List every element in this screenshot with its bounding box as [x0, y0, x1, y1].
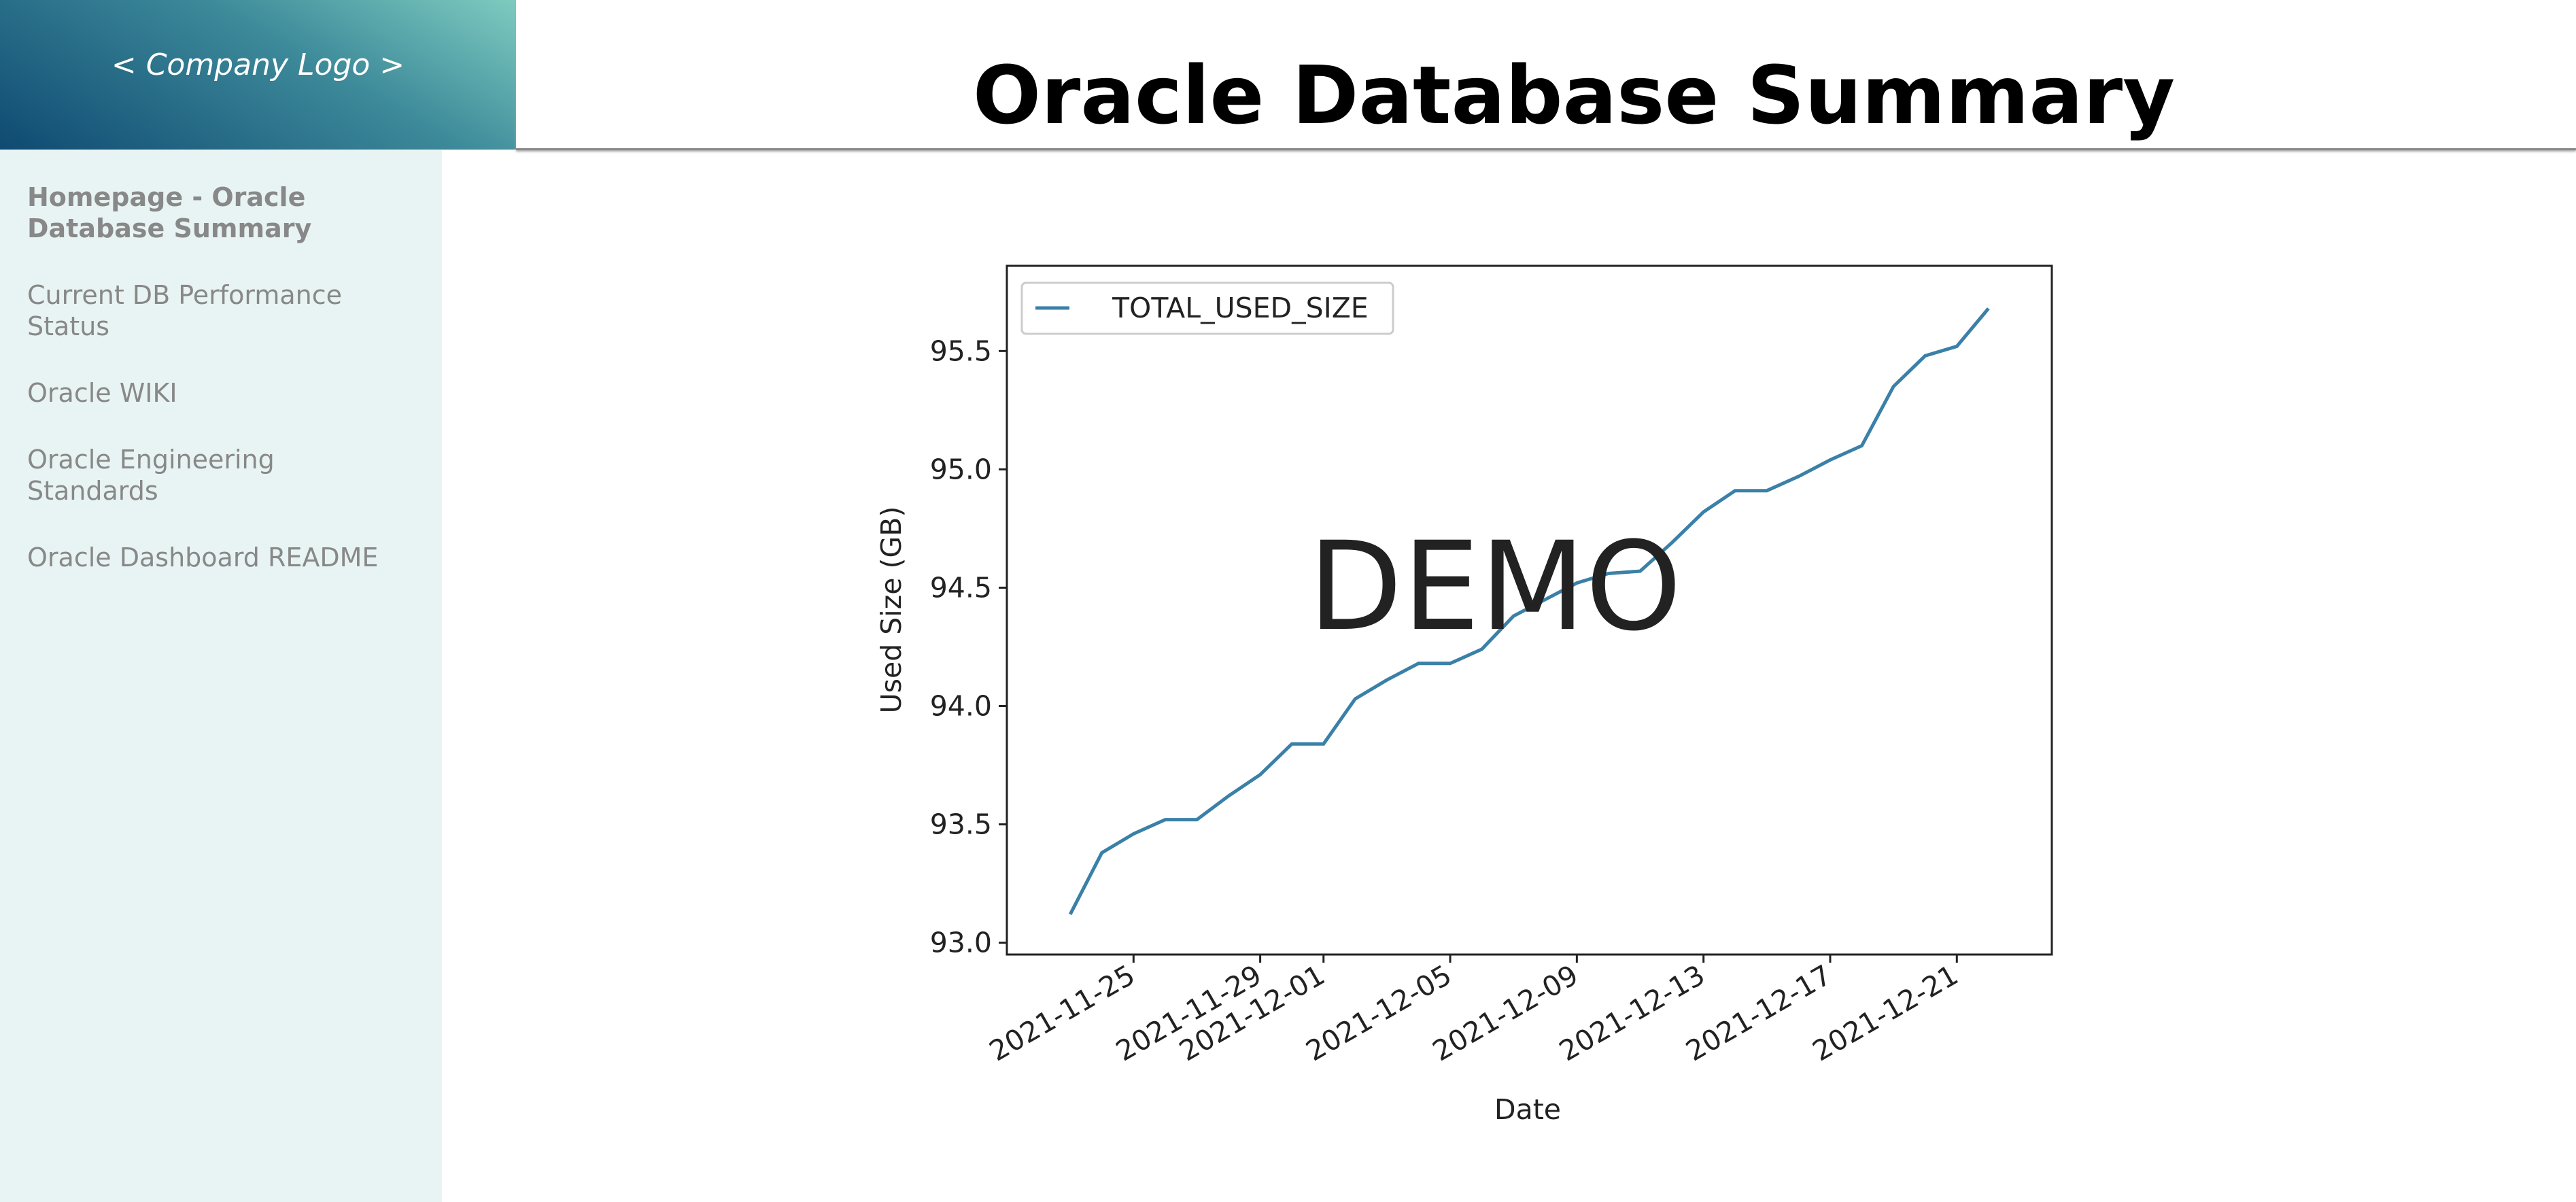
y-tick-label: 95.5	[930, 334, 992, 367]
nav-link[interactable]: Current DB Performance Status	[27, 280, 343, 341]
header	[516, 0, 2576, 150]
company-logo[interactable]: < Company Logo >	[0, 0, 516, 150]
y-tick-label: 95.0	[930, 453, 992, 485]
page-title: Oracle Database Summary	[972, 48, 2176, 142]
y-tick-label: 93.5	[930, 808, 992, 841]
nav-link[interactable]: Homepage - Oracle Database Summary	[27, 182, 312, 243]
x-tick-label: 2021-12-21	[1807, 959, 1963, 1068]
legend-label: TOTAL_USED_SIZE	[1112, 292, 1369, 324]
y-tick-label: 93.0	[930, 927, 992, 959]
data-line	[1068, 307, 1990, 915]
y-axis-label: Used Size (GB)	[875, 506, 908, 714]
nav-link[interactable]: Oracle WIKI	[27, 378, 177, 408]
nav-link[interactable]: Oracle Engineering Standards	[27, 445, 275, 506]
y-tick-label: 94.0	[930, 689, 992, 722]
nav-link[interactable]: Oracle Dashboard README	[27, 543, 379, 572]
y-tick-label: 94.5	[930, 571, 992, 604]
legend-box	[1020, 281, 1394, 335]
sidebar: Homepage - Oracle Database Summary Curren…	[0, 150, 442, 1202]
x-axis-label: Date	[1494, 1093, 1561, 1126]
plot-frame	[1006, 264, 2053, 956]
watermark: DEMO	[1308, 516, 1681, 658]
